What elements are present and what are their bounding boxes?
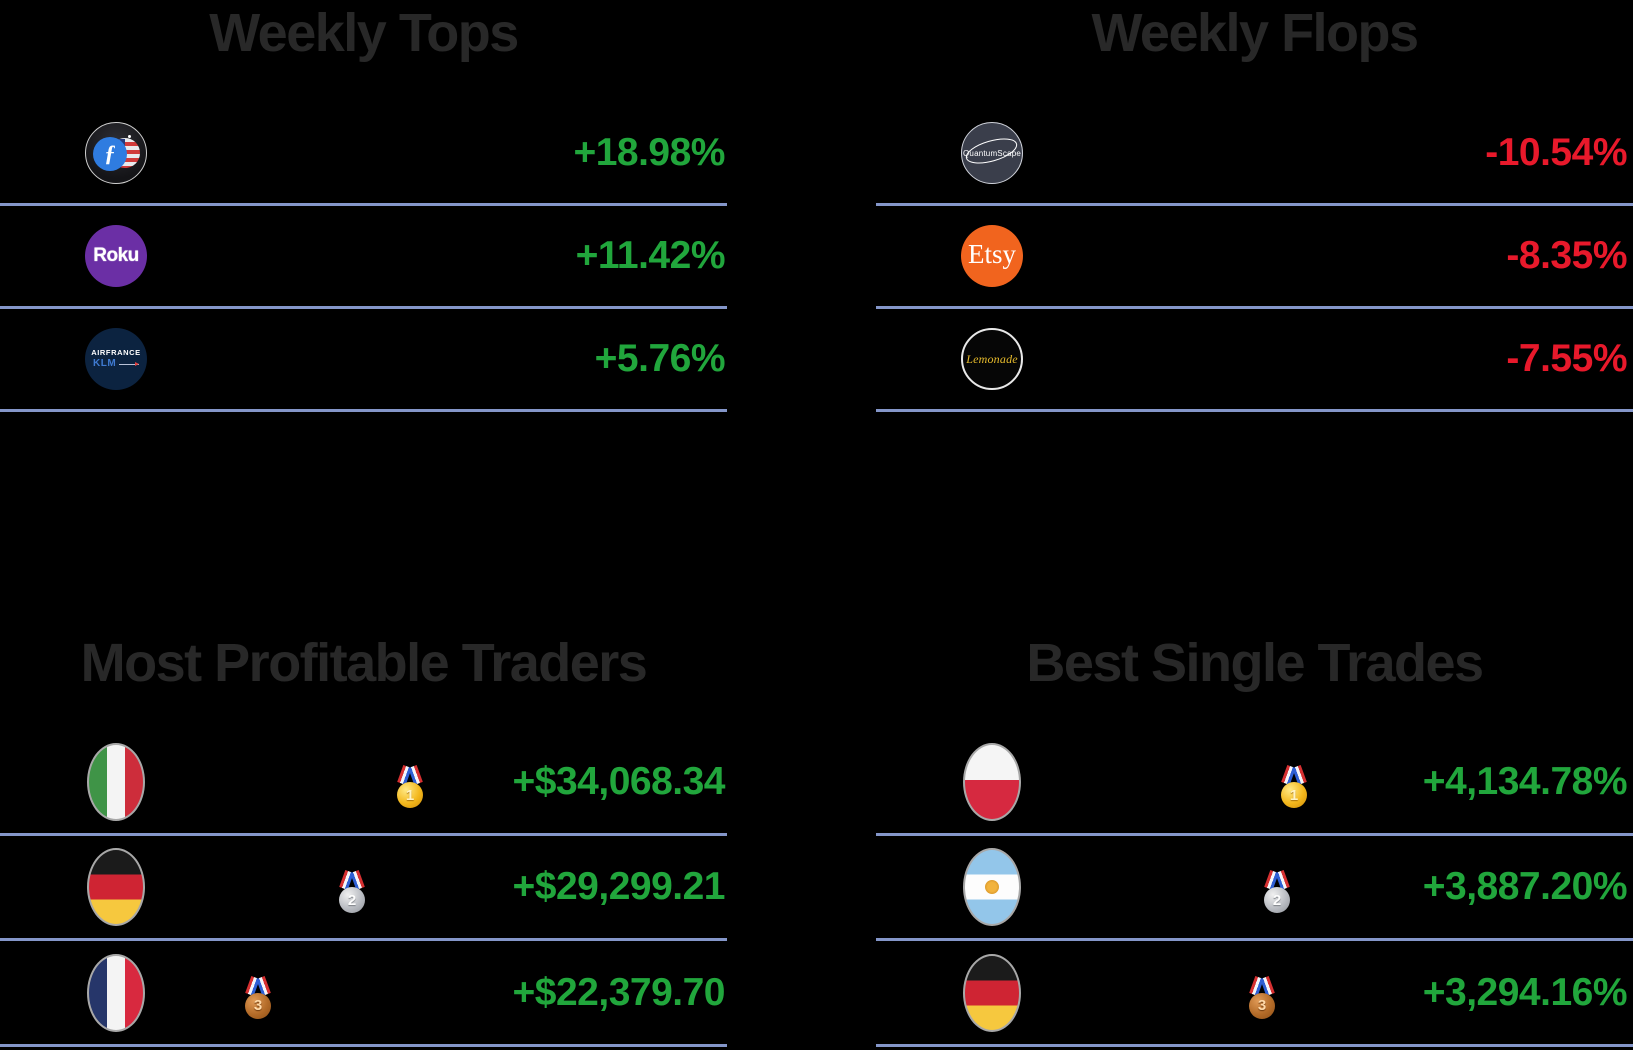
germany-flag-icon [963,953,1021,1032]
medal-rank: 2 [339,887,365,913]
best-single-trades-title: Best Single Trades [1026,633,1484,693]
trade-return: +3,294.16% [1422,970,1628,1014]
lemonade-logo-icon: Lemonade [961,328,1023,390]
trader-profit: +$29,299.21 [512,865,726,908]
weekly-flops-list: QuantumScape -10.54% Etsy -8.35% Lemonad… [876,103,1633,412]
stock-change: -10.54% [1485,131,1627,174]
quantumscape-logo-text: QuantumScape [963,148,1021,158]
stock-row[interactable]: ƒ +18.98% [0,103,727,206]
trade-row[interactable]: 1 +4,134.78% [876,731,1633,836]
stock-row[interactable]: AIRFRANCE KLM +5.76% [0,309,727,412]
trader-row[interactable]: 2 +$29,299.21 [0,836,727,941]
best-single-trades-section: Best Single Trades 1 +4,134.78% 2 +3,887… [876,618,1633,1050]
airfrance-text: AIRFRANCE [91,347,141,357]
bronze-medal-icon: 3 [245,975,271,1019]
stock-row[interactable]: Etsy -8.35% [876,206,1633,309]
germany-flag-icon [87,848,145,926]
trade-row[interactable]: 3 +3,294.16% [876,941,1633,1047]
most-profitable-traders-list: 1 +$34,068.34 2 +$29,299.21 3 +$22,379.7… [0,731,727,1047]
roku-logo-icon: Roku [85,225,147,287]
medal-rank: 1 [397,782,423,808]
poland-flag-icon [963,743,1021,821]
stock-change: +18.98% [573,131,725,174]
gold-medal-icon: 1 [1281,765,1307,808]
italy-flag-icon [87,743,145,821]
france-flag-icon [87,953,145,1032]
trader-profit: +$34,068.34 [512,760,726,803]
etsy-logo-text: Etsy [967,239,1016,269]
klm-text: KLM [93,358,117,370]
trader-row[interactable]: 3 +$22,379.70 [0,941,727,1047]
stock-change: -7.55% [1506,337,1627,380]
most-profitable-traders-title: Most Profitable Traders [80,633,648,693]
quantumscape-orbit-icon [965,138,1018,164]
weekly-flops-title: Weekly Flops [1091,3,1419,63]
stock-change: +5.76% [594,337,726,380]
weekly-flops-section: Weekly Flops QuantumScape -10.54% Etsy -… [876,0,1633,414]
klm-line: KLM [93,359,139,369]
trader-row[interactable]: 1 +$34,068.34 [0,731,727,836]
silver-medal-icon: 2 [1264,870,1290,913]
best-single-trades-list: 1 +4,134.78% 2 +3,887.20% 3 +3,294.16% [876,731,1633,1047]
etsy-logo-icon: Etsy [961,225,1023,287]
weekly-tops-list: ƒ +18.98% Roku +11.42% AIRFRANCE KLM +5.… [0,103,727,412]
weekly-tops-section: Weekly Tops ƒ +18.98% Roku +11.42% AIRFR… [0,0,727,414]
trade-return: +3,887.20% [1422,865,1628,908]
bronze-medal-icon: 3 [1249,975,1275,1019]
f-coin-us-flag-logo-icon: ƒ [85,122,147,184]
stock-row[interactable]: QuantumScape -10.54% [876,103,1633,206]
medal-rank: 3 [1249,992,1275,1019]
stock-change: -8.35% [1506,234,1627,277]
f-coin-icon: ƒ [93,137,127,171]
trader-profit: +$22,379.70 [512,970,726,1014]
medal-rank: 2 [1264,887,1290,913]
stock-change: +11.42% [575,234,726,277]
lemonade-logo-text: Lemonade [966,351,1018,366]
gold-medal-icon: 1 [397,765,423,808]
silver-medal-icon: 2 [339,870,365,913]
quantumscape-logo-icon: QuantumScape [961,122,1023,184]
weekly-tops-title: Weekly Tops [209,3,519,63]
trade-return: +4,134.78% [1422,760,1628,803]
most-profitable-traders-section: Most Profitable Traders 1 +$34,068.34 2 … [0,618,727,1050]
stock-row[interactable]: Lemonade -7.55% [876,309,1633,412]
medal-rank: 1 [1281,782,1307,808]
stock-row[interactable]: Roku +11.42% [0,206,727,309]
argentina-flag-icon [963,848,1021,926]
seahorse-line-icon [119,361,139,366]
trade-row[interactable]: 2 +3,887.20% [876,836,1633,941]
medal-rank: 3 [245,992,271,1019]
airfrance-klm-logo-icon: AIRFRANCE KLM [85,328,147,390]
roku-logo-text: Roku [93,245,139,266]
